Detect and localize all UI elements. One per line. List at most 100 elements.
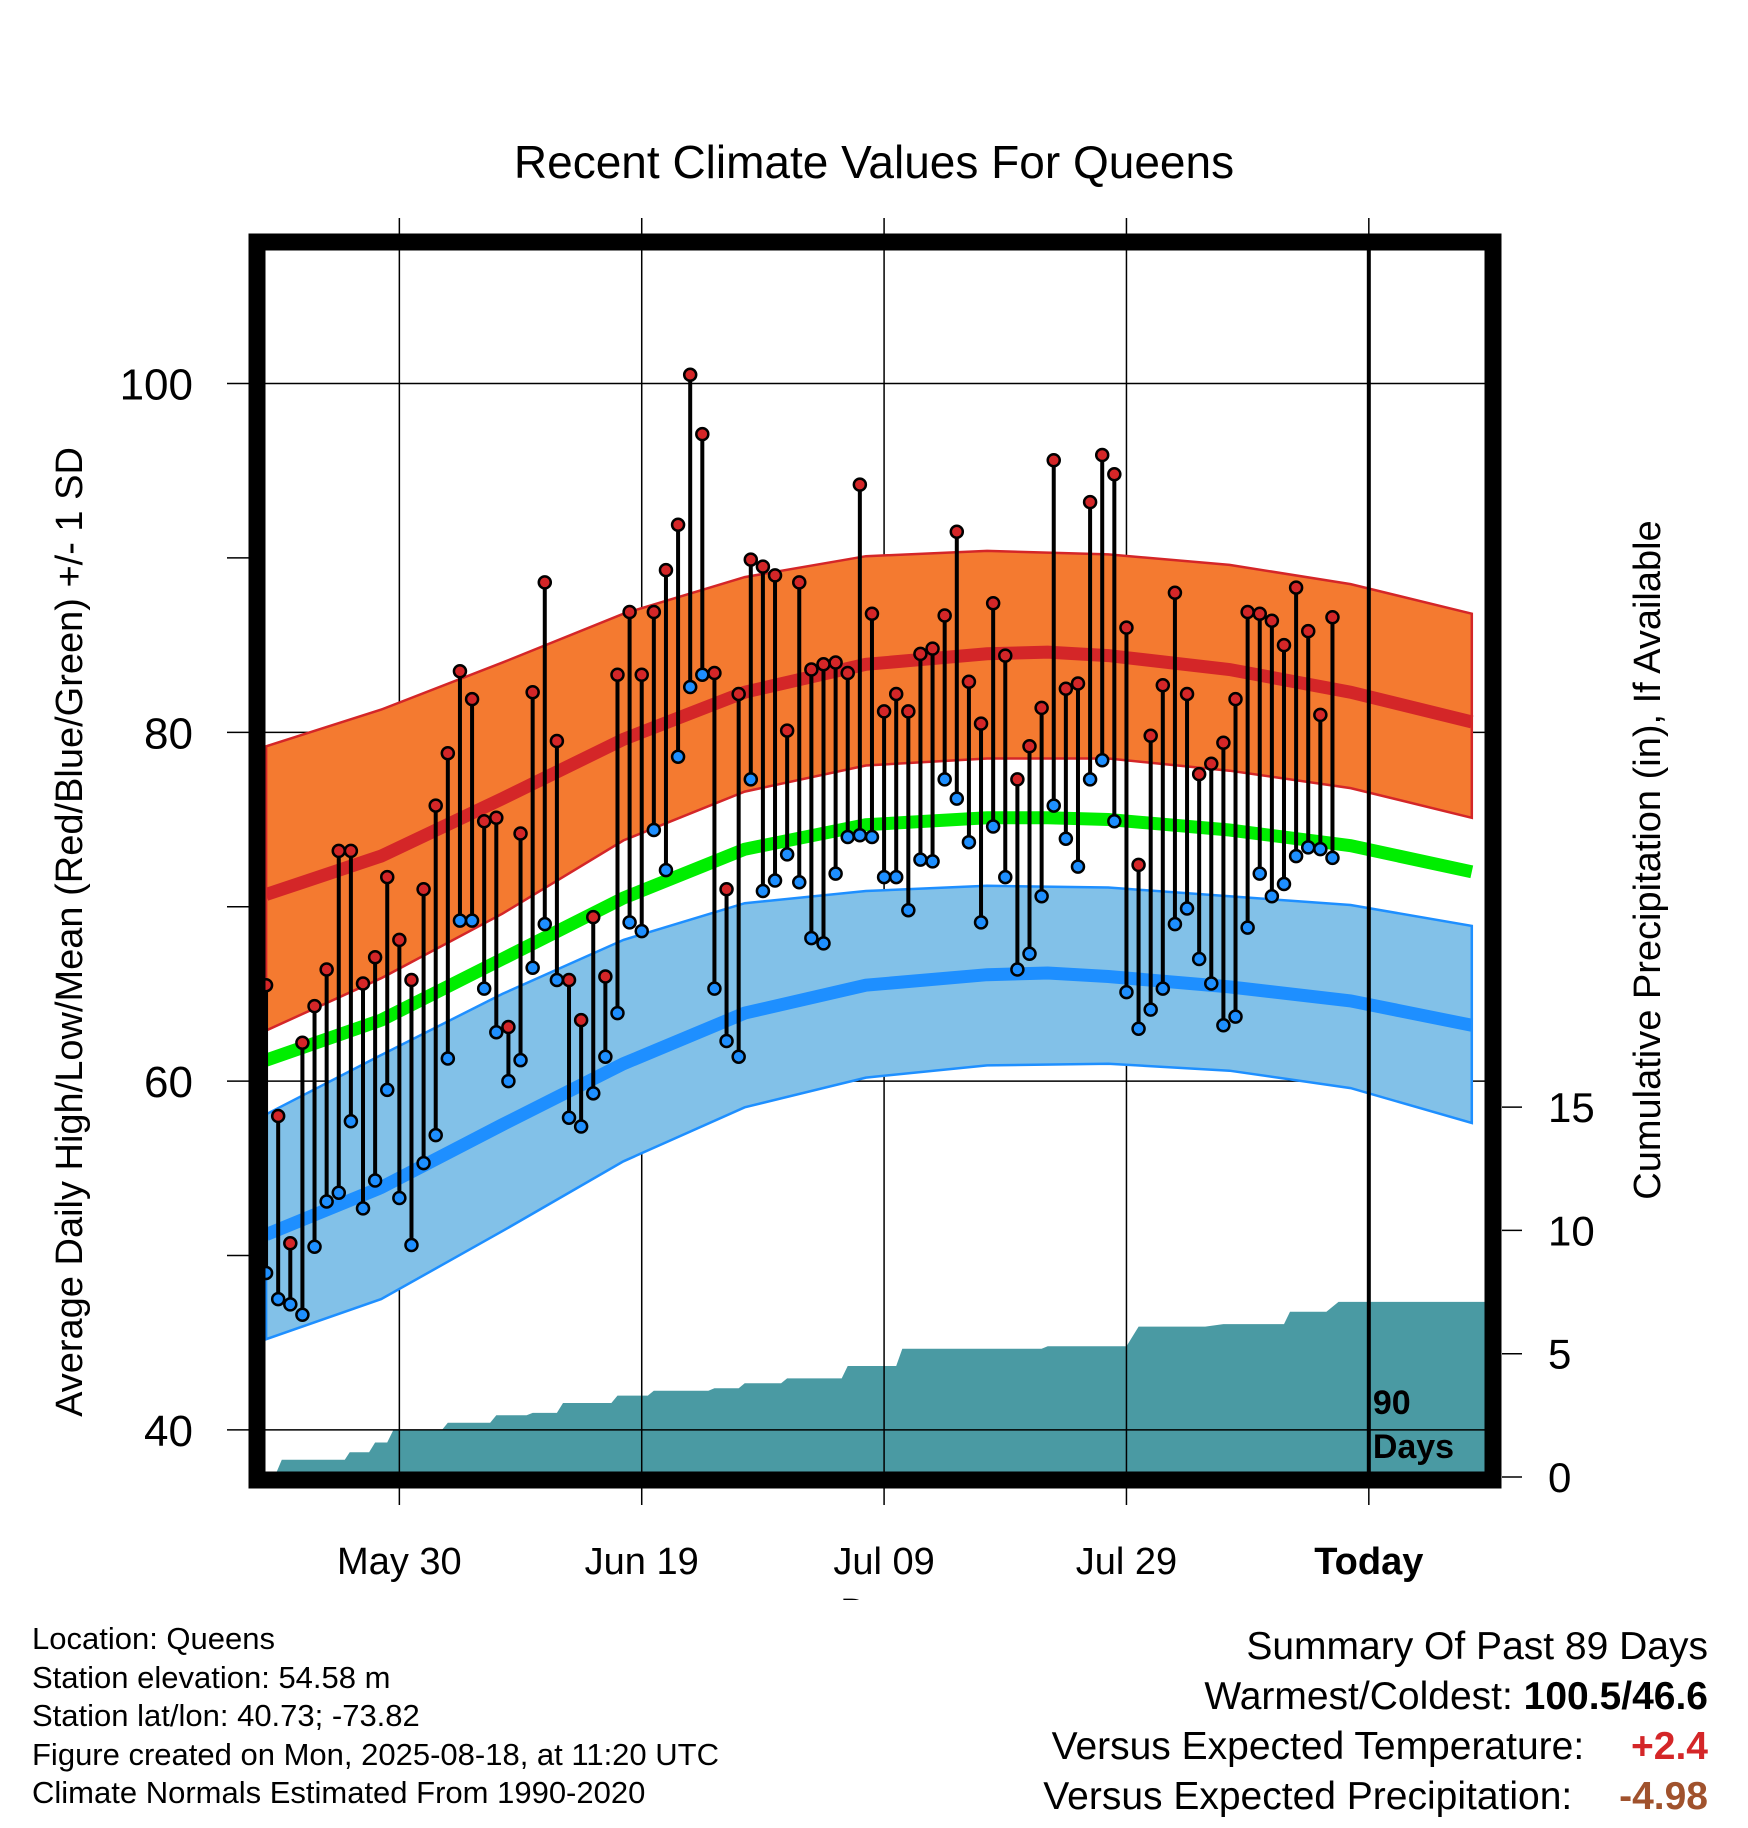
plot-frame: [248, 233, 1502, 1489]
daily-low-point: [355, 1201, 371, 1216]
daily-high-point: [319, 962, 334, 977]
daily-low-point: [1252, 866, 1268, 881]
daily-low-point: [1228, 1009, 1243, 1024]
daily-high-point: [804, 662, 819, 677]
x-tick-label: Jul 29: [1076, 1541, 1177, 1583]
daily-low-point: [743, 772, 759, 787]
station-info: Location: Queens Station elevation: 54.5…: [32, 1620, 719, 1813]
normal-low-line: [263, 966, 1474, 1241]
daily-low-point: [440, 1051, 456, 1066]
x-axis-label: Day: [840, 1592, 908, 1600]
daily-high-point: [489, 810, 504, 826]
summary-title: Summary Of Past 89 Days: [1246, 1625, 1708, 1668]
daily-high-point: [331, 843, 347, 859]
warm-cold-value: 100.5/46.6: [1523, 1675, 1708, 1718]
daily-low-point: [1240, 920, 1255, 935]
daily-high-point: [270, 1108, 286, 1124]
daily-low-point: [573, 1119, 589, 1134]
daily-high-point: [646, 604, 662, 620]
daily-high-point: [658, 562, 674, 578]
info-latlon: Station lat/lon: 40.73; -73.82: [32, 1698, 420, 1733]
chart-title: Recent Climate Values For Queens: [514, 136, 1234, 188]
plot-area: 90 Days 100 80 60 40 0 5 10 15 May 30 Jun 19 Jul 09 J…: [120, 218, 1595, 1583]
daily-high-point: [452, 664, 468, 679]
daily-low-point: [901, 902, 916, 918]
daily-low-point: [1204, 976, 1219, 991]
x-tick-label: Jun 19: [585, 1541, 699, 1583]
daily-high-point: [719, 882, 734, 897]
daily-high-point: [440, 745, 456, 761]
y2-tick-label: 10: [1548, 1207, 1595, 1254]
daily-high-point: [998, 648, 1013, 663]
normal-high-line: [264, 645, 1474, 901]
daily-low-point: [464, 913, 480, 928]
daily-high-point: [1058, 681, 1074, 696]
daily-low-point: [1131, 1021, 1146, 1037]
daily-high-point: [307, 998, 322, 1014]
daily-high-point: [670, 517, 686, 533]
daily-high-point: [404, 972, 419, 988]
daily-high-point: [1107, 466, 1122, 482]
daily-low-point: [549, 972, 565, 988]
daily-high-point: [1204, 756, 1219, 771]
daily-high-point: [476, 814, 492, 829]
y2-tick-label: 15: [1548, 1084, 1595, 1131]
daily-high-point: [1252, 606, 1268, 621]
climate-chart: Recent Climate Values For Queens 90 Days 1…: [49, 136, 1669, 1600]
daily-low-point: [307, 1239, 322, 1255]
daily-low-point: [1046, 798, 1061, 813]
daily-high-point: [598, 969, 613, 984]
daily-high-point: [1034, 700, 1049, 716]
daily-low-point: [719, 1033, 734, 1049]
precip-vs-expected-value: -4.98: [1619, 1775, 1708, 1818]
daily-high-point: [779, 723, 795, 738]
daily-low-point: [973, 915, 989, 930]
daily-high-point: [283, 1236, 298, 1251]
daily-low-point: [1010, 962, 1025, 977]
daily-low-point: [888, 869, 904, 885]
daily-high-point: [913, 646, 928, 662]
daily-low-point: [670, 749, 686, 764]
daily-high-point: [755, 559, 771, 574]
daily-high-point: [1046, 453, 1061, 468]
daily-low-point: [949, 791, 965, 806]
daily-low-point: [598, 1049, 613, 1064]
daily-low-point: [1276, 876, 1292, 892]
daily-low-point: [876, 869, 892, 885]
daily-high-point: [622, 604, 637, 620]
daily-low-point: [658, 862, 674, 878]
daily-low-point: [501, 1073, 516, 1089]
daily-low-point: [816, 936, 831, 951]
daily-low-point: [1022, 946, 1037, 962]
summary-warm-cold: Warmest/Coldest: 100.5/46.6: [1043, 1672, 1708, 1722]
daily-low-point: [840, 829, 855, 845]
today-days-label: Days: [1373, 1428, 1454, 1466]
y-tick-label: 60: [144, 1058, 193, 1107]
plot-clip-group: [260, 244, 1490, 1477]
daily-low-point: [1191, 951, 1207, 967]
daily-low-point: [295, 1307, 310, 1323]
daily-high-point: [731, 686, 746, 702]
daily-low-point: [367, 1173, 383, 1188]
daily-high-point: [1131, 857, 1146, 873]
y-axis-label: Average Daily High/Low/Mean (Red/Blue/Gr…: [49, 447, 91, 1417]
daily-high-point: [501, 1019, 516, 1035]
daily-low-point: [695, 667, 710, 683]
daily-low-point: [961, 834, 977, 850]
daily-low-point: [283, 1297, 298, 1312]
temp-vs-expected-label: Versus Expected Temperature:: [1051, 1725, 1585, 1768]
daily-low-point: [416, 1155, 431, 1171]
daily-low-point: [1070, 859, 1086, 874]
daily-high-point: [1300, 623, 1316, 639]
daily-high-point: [416, 882, 431, 897]
daily-high-point: [1191, 766, 1207, 782]
y-tick-label: 40: [144, 1407, 193, 1456]
daily-high-point: [767, 568, 783, 583]
daily-high-point: [1119, 620, 1134, 635]
daily-high-point: [1094, 447, 1110, 463]
daily-high-point: [513, 826, 528, 841]
daily-high-point: [925, 641, 940, 656]
daily-high-point: [392, 932, 407, 948]
daily-low-point: [1325, 850, 1340, 866]
daily-high-point: [1276, 637, 1292, 653]
